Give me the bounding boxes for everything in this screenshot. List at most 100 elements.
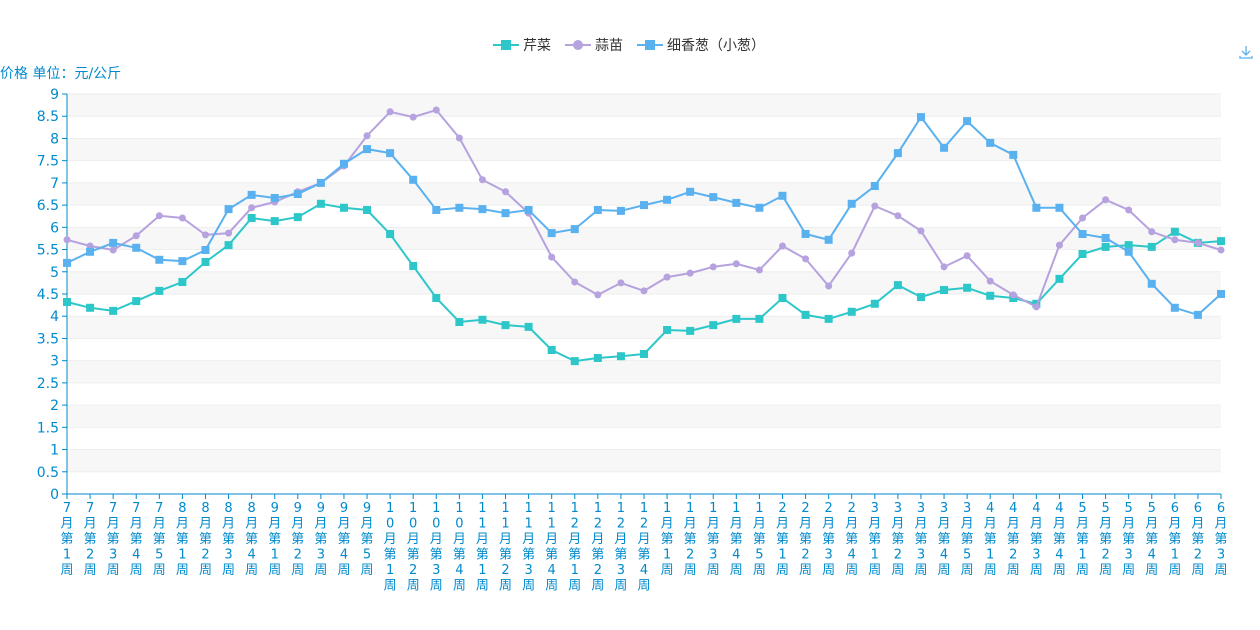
x-tick-label: 3 月第 5 周	[961, 501, 974, 578]
data-point	[1055, 241, 1063, 249]
x-tick-label: 1 1 月第 4 周	[545, 501, 558, 594]
data-point	[801, 310, 810, 319]
data-point	[802, 255, 810, 263]
data-point	[1125, 206, 1133, 214]
data-point	[593, 354, 602, 362]
y-tick-label: 4	[50, 309, 59, 325]
data-point	[916, 113, 925, 122]
legend-square-marker-icon	[493, 40, 519, 50]
legend-item-celery[interactable]: 芹菜	[493, 35, 551, 55]
data-point	[940, 143, 949, 152]
data-point	[640, 201, 648, 210]
x-tick-label: 8 月第 4 周	[245, 501, 258, 578]
x-tick-label: 8 月第 2 周	[199, 501, 212, 578]
x-tick-label: 1 2 月第 2 周	[591, 501, 604, 594]
data-point	[709, 321, 718, 330]
data-point	[755, 266, 763, 274]
data-point	[871, 202, 879, 210]
download-icon[interactable]	[1238, 44, 1254, 60]
data-point	[663, 273, 671, 281]
data-point	[109, 238, 118, 247]
data-point	[1078, 250, 1087, 258]
grid-band	[67, 360, 1221, 383]
data-point	[640, 350, 648, 358]
data-point	[132, 297, 141, 306]
y-tick-label: 6	[50, 220, 59, 236]
x-tick-label: 3 月第 1 周	[868, 501, 881, 578]
data-point	[778, 242, 786, 250]
legend-item-scallion[interactable]: 细香葱（小葱）	[637, 35, 765, 55]
data-point	[432, 294, 441, 302]
legend-circle-marker-icon	[565, 40, 591, 50]
x-tick-label: 8 月第 1 周	[176, 501, 189, 578]
x-tick-label: 9 月第 4 周	[337, 501, 350, 578]
data-point	[916, 293, 925, 302]
data-point	[547, 346, 556, 354]
y-tick-label: 6.5	[37, 198, 59, 214]
x-tick-label: 6 月第 2 周	[1191, 501, 1204, 578]
data-point	[455, 203, 464, 212]
data-point	[386, 149, 395, 158]
data-point	[778, 294, 787, 302]
x-tick-label: 9 月第 2 周	[291, 501, 304, 578]
data-point	[870, 299, 879, 308]
x-tick-label: 2 月第 3 周	[822, 501, 835, 578]
data-point	[201, 231, 209, 239]
data-point	[502, 188, 510, 196]
y-tick-label: 9	[50, 87, 59, 103]
data-point	[432, 106, 440, 114]
data-point	[178, 257, 187, 266]
data-point	[686, 269, 694, 277]
data-point	[709, 263, 717, 271]
data-point	[894, 212, 902, 220]
data-point	[224, 205, 233, 214]
data-point	[1147, 279, 1156, 288]
data-point	[478, 176, 486, 184]
x-tick-label: 1 月第 4 周	[730, 501, 743, 578]
data-point	[63, 236, 71, 244]
data-point	[1055, 274, 1064, 283]
x-tick-label: 7 月第 1 周	[60, 501, 73, 578]
x-tick-label: 4 月第 1 周	[984, 501, 997, 578]
data-point	[109, 306, 118, 315]
y-tick-label: 4.5	[37, 287, 59, 303]
x-tick-label: 1 月第 3 周	[707, 501, 720, 578]
x-tick-label: 7 月第 3 周	[107, 501, 120, 578]
y-tick-label: 0.5	[37, 465, 59, 481]
legend-item-garlic-sprout[interactable]: 蒜苗	[565, 35, 623, 55]
x-tick-label: 1 月第 2 周	[684, 501, 697, 578]
data-point	[1170, 303, 1179, 312]
x-tick-label: 3 月第 3 周	[914, 501, 927, 578]
x-tick-label: 1 0 月第 2 周	[407, 501, 420, 594]
x-tick-label: 6 月第 3 周	[1214, 501, 1227, 578]
data-point	[1032, 203, 1041, 212]
data-point	[455, 318, 464, 326]
x-tick-label: 1 2 月第 3 周	[614, 501, 627, 594]
legend-label: 蒜苗	[595, 38, 623, 54]
data-point	[409, 262, 418, 270]
data-point	[225, 229, 233, 237]
data-point	[1101, 234, 1110, 242]
data-point	[1194, 239, 1202, 247]
data-point	[1102, 196, 1110, 204]
data-point	[293, 213, 302, 222]
data-point	[524, 206, 533, 214]
grid-band	[67, 405, 1221, 428]
grid-band	[67, 227, 1221, 250]
x-tick-label: 2 月第 1 周	[776, 501, 789, 578]
grid-band	[67, 449, 1221, 472]
data-point	[409, 113, 417, 121]
data-point	[1217, 237, 1225, 246]
data-point	[1055, 203, 1064, 212]
data-point	[963, 252, 971, 260]
x-tick-label: 1 1 月第 2 周	[499, 501, 512, 594]
data-point	[732, 198, 741, 207]
y-tick-label: 0	[50, 487, 59, 503]
data-point	[1079, 214, 1087, 222]
data-point	[386, 230, 395, 238]
data-point	[940, 263, 948, 271]
data-point	[986, 138, 995, 147]
legend: 芹菜 蒜苗 细香葱（小葱）	[493, 35, 765, 55]
data-point	[178, 214, 186, 222]
